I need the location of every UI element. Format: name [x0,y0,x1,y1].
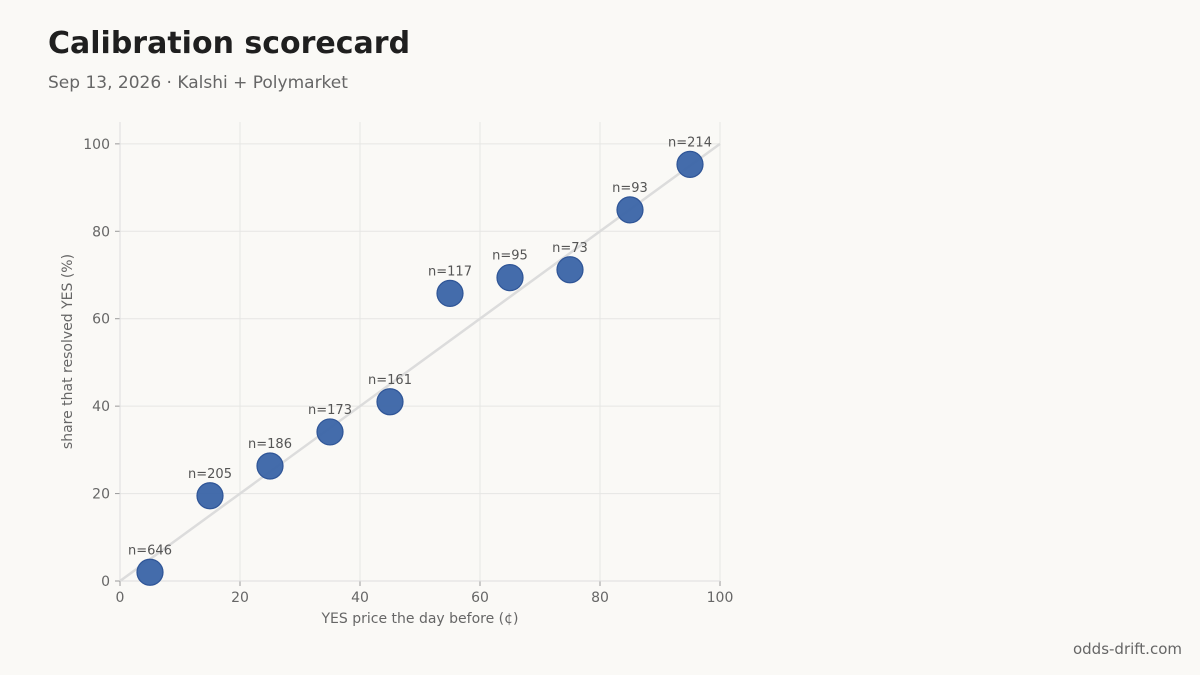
data-point [136,558,164,586]
data-point [556,256,584,284]
page-title: Calibration scorecard [48,26,411,61]
y-tick-label: 60 [92,312,110,328]
data-point-label: n=173 [308,403,352,418]
x-tick-label: 20 [231,590,249,606]
data-point [316,418,344,446]
source-credit: odds-drift.com [1072,640,1182,658]
x-tick-label: 40 [351,590,369,606]
data-point-label: n=161 [368,373,412,388]
data-point [196,482,224,510]
y-tick-label: 0 [101,574,110,590]
data-point-label: n=214 [668,135,712,150]
data-point [436,279,464,307]
y-tick-label: 100 [83,137,110,153]
axis-layer: 0 20 40 60 80 100 0 20 40 60 80 100 [83,122,733,606]
y-axis-label: share that resolved YES (%) [60,254,76,449]
y-tick-label: 80 [92,224,110,240]
data-point [376,388,404,416]
y-tick-label: 40 [92,399,110,415]
points-layer: n=646 n=205 n=186 n=173 n=161 n=117 n=95 n=73 n=… [128,135,712,586]
data-point [616,196,644,224]
data-point-label: n=73 [552,241,588,256]
x-tick-label: 100 [707,590,734,606]
data-point-label: n=95 [492,249,528,264]
data-point [256,452,284,480]
data-point-label: n=93 [612,181,648,196]
data-point-label: n=646 [128,543,172,558]
data-point [496,264,524,292]
data-point-label: n=205 [188,467,232,482]
data-point-label: n=186 [248,437,292,452]
y-tick-label: 20 [92,487,110,503]
x-axis-label: YES price the day before (¢) [321,611,519,627]
x-tick-label: 0 [116,590,125,606]
x-tick-label: 80 [591,590,609,606]
data-point [676,150,704,179]
page-subtitle: Sep 13, 2026 · Kalshi + Polymarket [48,73,348,93]
x-tick-label: 60 [471,590,489,606]
data-point-label: n=117 [428,264,472,279]
